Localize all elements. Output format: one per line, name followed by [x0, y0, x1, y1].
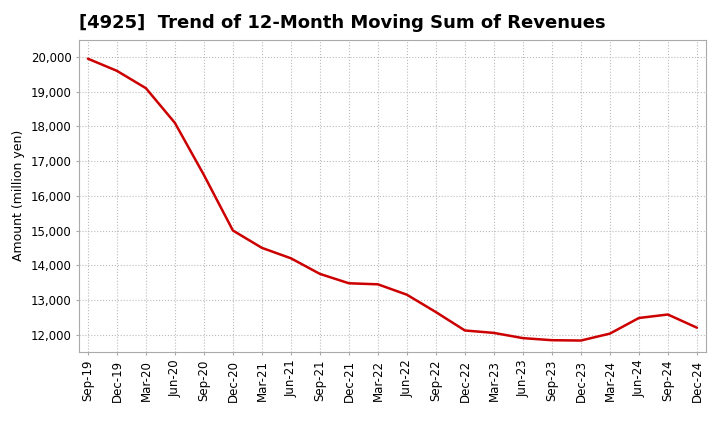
Y-axis label: Amount (million yen): Amount (million yen) — [12, 130, 25, 261]
Text: [4925]  Trend of 12-Month Moving Sum of Revenues: [4925] Trend of 12-Month Moving Sum of R… — [79, 15, 606, 33]
